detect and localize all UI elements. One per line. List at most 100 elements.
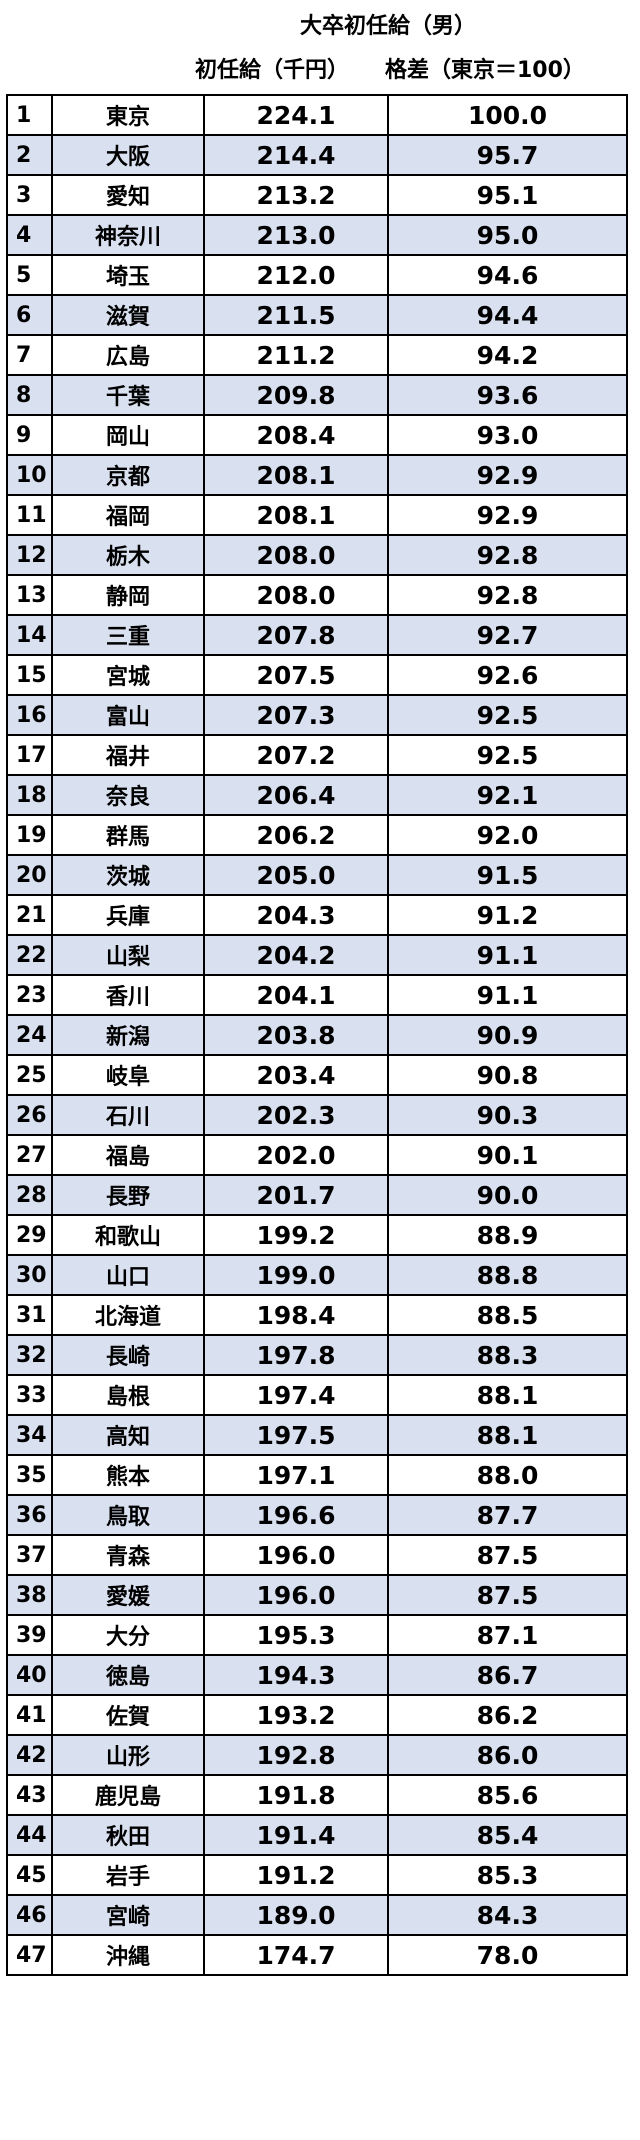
rank-cell: 46	[6, 1894, 53, 1936]
salary-cell: 192.8	[203, 1734, 389, 1776]
rank-cell: 36	[6, 1494, 53, 1536]
ratio-cell: 86.0	[387, 1734, 628, 1776]
salary-cell: 208.0	[203, 534, 389, 576]
prefecture-cell: 岡山	[51, 414, 205, 456]
table-row: 22 山梨 204.2 91.1	[6, 934, 628, 976]
salary-cell: 206.4	[203, 774, 389, 816]
ratio-cell: 92.5	[387, 734, 628, 776]
table-row: 32 長崎 197.8 88.3	[6, 1334, 628, 1376]
salary-cell: 208.4	[203, 414, 389, 456]
prefecture-cell: 石川	[51, 1094, 205, 1136]
ratio-cell: 92.8	[387, 534, 628, 576]
prefecture-cell: 秋田	[51, 1814, 205, 1856]
salary-cell: 208.1	[203, 454, 389, 496]
rank-cell: 32	[6, 1334, 53, 1376]
prefecture-cell: 長野	[51, 1174, 205, 1216]
ratio-cell: 92.5	[387, 694, 628, 736]
table-row: 3 愛知 213.2 95.1	[6, 174, 628, 216]
rank-cell: 29	[6, 1214, 53, 1256]
ratio-cell: 87.1	[387, 1614, 628, 1656]
table-row: 16 富山 207.3 92.5	[6, 694, 628, 736]
salary-cell: 206.2	[203, 814, 389, 856]
table-row: 2 大阪 214.4 95.7	[6, 134, 628, 176]
rank-cell: 44	[6, 1814, 53, 1856]
prefecture-cell: 徳島	[51, 1654, 205, 1696]
salary-cell: 204.2	[203, 934, 389, 976]
rank-cell: 40	[6, 1654, 53, 1696]
ratio-cell: 92.1	[387, 774, 628, 816]
ratio-cell: 88.5	[387, 1294, 628, 1336]
salary-cell: 204.1	[203, 974, 389, 1016]
ratio-cell: 87.7	[387, 1494, 628, 1536]
ratio-cell: 85.3	[387, 1854, 628, 1896]
salary-cell: 214.4	[203, 134, 389, 176]
ratio-cell: 91.2	[387, 894, 628, 936]
prefecture-cell: 鹿児島	[51, 1774, 205, 1816]
salary-cell: 204.3	[203, 894, 389, 936]
ratio-cell: 90.1	[387, 1134, 628, 1176]
ratio-cell: 90.0	[387, 1174, 628, 1216]
prefecture-cell: 佐賀	[51, 1694, 205, 1736]
table-row: 19 群馬 206.2 92.0	[6, 814, 628, 856]
ratio-cell: 90.3	[387, 1094, 628, 1136]
table-row: 25 岐阜 203.4 90.8	[6, 1054, 628, 1096]
salary-cell: 207.8	[203, 614, 389, 656]
rank-cell: 43	[6, 1774, 53, 1816]
table-row: 46 宮崎 189.0 84.3	[6, 1894, 628, 1936]
prefecture-cell: 愛媛	[51, 1574, 205, 1616]
ratio-cell: 92.7	[387, 614, 628, 656]
prefecture-cell: 富山	[51, 694, 205, 736]
rank-cell: 45	[6, 1854, 53, 1896]
ratio-cell: 94.6	[387, 254, 628, 296]
rank-cell: 13	[6, 574, 53, 616]
salary-cell: 197.8	[203, 1334, 389, 1376]
prefecture-cell: 山梨	[51, 934, 205, 976]
ratio-cell: 94.4	[387, 294, 628, 336]
table-row: 6 滋賀 211.5 94.4	[6, 294, 628, 336]
table-row: 42 山形 192.8 86.0	[6, 1734, 628, 1776]
prefecture-cell: 岩手	[51, 1854, 205, 1896]
ratio-cell: 92.8	[387, 574, 628, 616]
table-row: 24 新潟 203.8 90.9	[6, 1014, 628, 1056]
table-row: 21 兵庫 204.3 91.2	[6, 894, 628, 936]
salary-cell: 189.0	[203, 1894, 389, 1936]
rank-cell: 22	[6, 934, 53, 976]
prefecture-cell: 福井	[51, 734, 205, 776]
ratio-cell: 94.2	[387, 334, 628, 376]
salary-table: 1 東京 224.1 100.0 2 大阪 214.4 95.7 3 愛知 213.2 95.1 4 神奈…	[6, 94, 628, 1976]
table-row: 12 栃木 208.0 92.8	[6, 534, 628, 576]
ratio-cell: 86.7	[387, 1654, 628, 1696]
salary-cell: 208.0	[203, 574, 389, 616]
prefecture-cell: 和歌山	[51, 1214, 205, 1256]
prefecture-cell: 埼玉	[51, 254, 205, 296]
table-row: 30 山口 199.0 88.8	[6, 1254, 628, 1296]
rank-cell: 33	[6, 1374, 53, 1416]
rank-cell: 23	[6, 974, 53, 1016]
rank-cell: 19	[6, 814, 53, 856]
rank-cell: 15	[6, 654, 53, 696]
prefecture-cell: 大阪	[51, 134, 205, 176]
prefecture-cell: 奈良	[51, 774, 205, 816]
rank-cell: 18	[6, 774, 53, 816]
salary-cell: 224.1	[203, 94, 389, 136]
rank-cell: 4	[6, 214, 53, 256]
salary-cell: 174.7	[203, 1934, 389, 1976]
table-row: 26 石川 202.3 90.3	[6, 1094, 628, 1136]
table-row: 27 福島 202.0 90.1	[6, 1134, 628, 1176]
rank-cell: 7	[6, 334, 53, 376]
table-row: 1 東京 224.1 100.0	[6, 94, 628, 136]
ratio-cell: 95.7	[387, 134, 628, 176]
salary-cell: 213.2	[203, 174, 389, 216]
rank-cell: 26	[6, 1094, 53, 1136]
rank-cell: 27	[6, 1134, 53, 1176]
prefecture-cell: 宮崎	[51, 1894, 205, 1936]
rank-cell: 8	[6, 374, 53, 416]
prefecture-cell: 愛知	[51, 174, 205, 216]
rank-cell: 35	[6, 1454, 53, 1496]
prefecture-cell: 広島	[51, 334, 205, 376]
ratio-cell: 88.8	[387, 1254, 628, 1296]
table-row: 45 岩手 191.2 85.3	[6, 1854, 628, 1896]
table-row: 4 神奈川 213.0 95.0	[6, 214, 628, 256]
ratio-cell: 87.5	[387, 1534, 628, 1576]
ratio-cell: 84.3	[387, 1894, 628, 1936]
